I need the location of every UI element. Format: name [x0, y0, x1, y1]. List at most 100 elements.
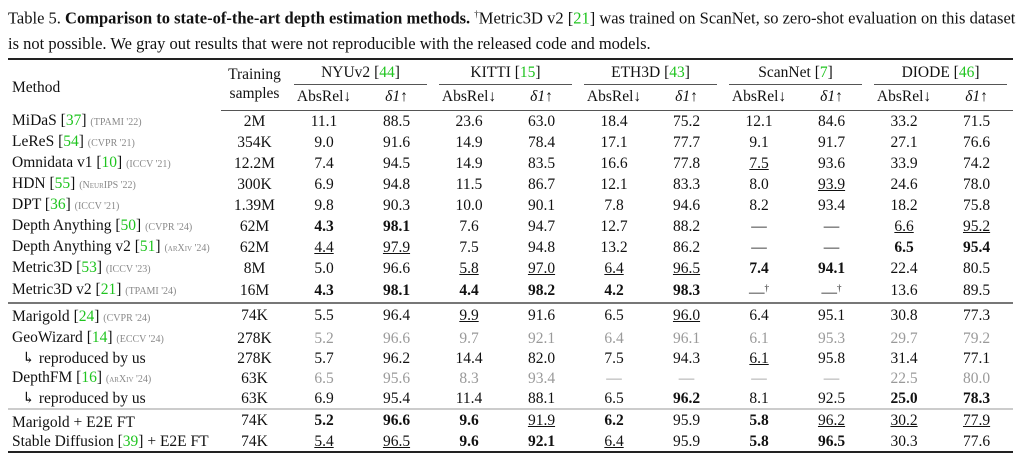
metric-value: 94.3	[650, 349, 723, 368]
value: 78.0	[962, 175, 991, 193]
metric-value: 83.5	[505, 153, 578, 174]
citation-link[interactable]: 51	[139, 237, 156, 255]
citation-link[interactable]: 36	[50, 195, 66, 213]
metric-value: 25.0	[868, 389, 940, 409]
citation-link[interactable]: 10	[101, 153, 118, 171]
metric-value: 5.8	[433, 258, 505, 279]
value: 5.7	[314, 349, 334, 367]
metric-value: 9.6	[433, 407, 505, 432]
value: 77.6	[962, 432, 991, 450]
value: 14.4	[455, 349, 483, 367]
value: 91.7	[817, 133, 846, 151]
metric-value: 9.7	[433, 328, 505, 349]
citation-link[interactable]: 15	[519, 64, 536, 81]
citation-link[interactable]: 50	[120, 216, 137, 234]
value: 18.4	[600, 112, 628, 130]
metric-value: 12.1	[578, 174, 650, 195]
value: 30.2	[890, 412, 918, 430]
citation-link[interactable]: 39	[122, 432, 139, 450]
citation-link[interactable]: 43	[669, 64, 685, 81]
method-cell: Depth Anything v2 [51] (arXiv '24)	[12, 237, 210, 255]
value: 86.7	[527, 175, 556, 193]
venue-tag: (TPAMI '24)	[125, 285, 177, 297]
metric-value: 96.5	[650, 258, 723, 279]
value: 96.5	[817, 432, 846, 450]
value: 96.4	[382, 307, 411, 325]
metric-value: 96.6	[360, 407, 433, 432]
metric-value: 12.7	[578, 216, 650, 237]
method-cell: ↳ reproduced by us	[8, 389, 221, 409]
value: 4.4	[314, 238, 334, 256]
venue-tag: (arXiv '24)	[164, 242, 210, 254]
value: 77.1	[962, 349, 991, 367]
metric-value: —	[723, 237, 795, 258]
value: 80.0	[962, 369, 991, 387]
metric-value: —	[578, 368, 650, 389]
value: 6.6	[894, 217, 914, 235]
value: 75.8	[962, 196, 991, 214]
header-dataset: KITTI [15]	[433, 59, 578, 85]
citation-link[interactable]: 21	[100, 280, 117, 298]
metric-delta1: δ1↑	[650, 85, 724, 111]
metric-value: 6.1	[723, 349, 795, 368]
dataset-name: ScanNet	[758, 64, 811, 81]
citation-link[interactable]: 24	[78, 307, 95, 325]
value: 92.1	[527, 432, 556, 450]
dagger-mark: †	[764, 282, 770, 293]
metric-value: 11.5	[433, 174, 505, 195]
value: 91.6	[527, 307, 556, 325]
value: 6.4	[604, 432, 624, 450]
metric-value: 5.8	[723, 407, 796, 432]
value: 8.3	[459, 369, 479, 387]
metric-value: 8.3	[433, 368, 505, 389]
citation-link[interactable]: 14	[91, 328, 108, 346]
citation-link[interactable]: 44	[379, 64, 395, 81]
metric-value: 11.4	[433, 389, 505, 409]
citation-link[interactable]: 7	[819, 64, 828, 81]
metric-value: —†	[723, 279, 795, 303]
value: —	[823, 217, 840, 235]
dataset-name: ETH3D	[611, 64, 661, 81]
value: 18.2	[890, 196, 918, 214]
value: 6.4	[604, 259, 624, 277]
citation-link[interactable]: 55	[54, 174, 71, 192]
citation-link[interactable]: 53	[81, 258, 97, 276]
value: 94.8	[527, 238, 556, 256]
metric-value: 75.2	[650, 111, 723, 132]
metric-value: 4.4	[433, 279, 505, 303]
metric-value: 14.4	[433, 349, 505, 368]
training-samples: 8M	[243, 259, 266, 277]
value: 74.2	[962, 154, 991, 172]
metric-value: 9.1	[723, 132, 795, 153]
citation-link[interactable]: 46	[958, 64, 975, 81]
value: 90.3	[382, 196, 411, 214]
value: 77.7	[672, 133, 701, 151]
metric-value: 5.2	[288, 328, 360, 349]
value: 7.5	[604, 349, 624, 367]
metric-value: 96.1	[650, 328, 723, 349]
table-row: DepthFM [16] (arXiv '24) 63K 6.5 95.6 8.3 93.…	[8, 368, 1013, 389]
value: 4.4	[459, 281, 479, 299]
value: 95.8	[817, 349, 846, 367]
value: —	[823, 369, 840, 387]
citation-link[interactable]: 37	[65, 111, 82, 129]
value: 6.5	[314, 369, 334, 387]
value: 29.7	[890, 329, 918, 347]
metric-value: 93.9	[795, 174, 868, 195]
citation-link[interactable]: 21	[573, 8, 590, 28]
value: 95.4	[962, 238, 991, 256]
metric-value: 90.1	[505, 195, 578, 216]
table-row: Depth Anything [50] (CVPR '24) 62M 4.3 98.1…	[8, 216, 1013, 237]
value: 94.7	[527, 217, 556, 235]
dataset-name: KITTI	[470, 64, 511, 81]
value: —	[749, 283, 765, 301]
method-name: Marigold + E2E FT	[12, 413, 135, 431]
citation-link[interactable]: 54	[63, 132, 79, 150]
metric-value: 93.6	[795, 153, 868, 174]
metric-value: 77.7	[650, 132, 723, 153]
method-name: Omnidata v1	[12, 153, 93, 171]
citation-link[interactable]: 16	[81, 368, 97, 386]
metric-value: 80.5	[940, 258, 1013, 279]
value: 6.5	[604, 307, 624, 325]
metric-value: 91.6	[360, 132, 433, 153]
